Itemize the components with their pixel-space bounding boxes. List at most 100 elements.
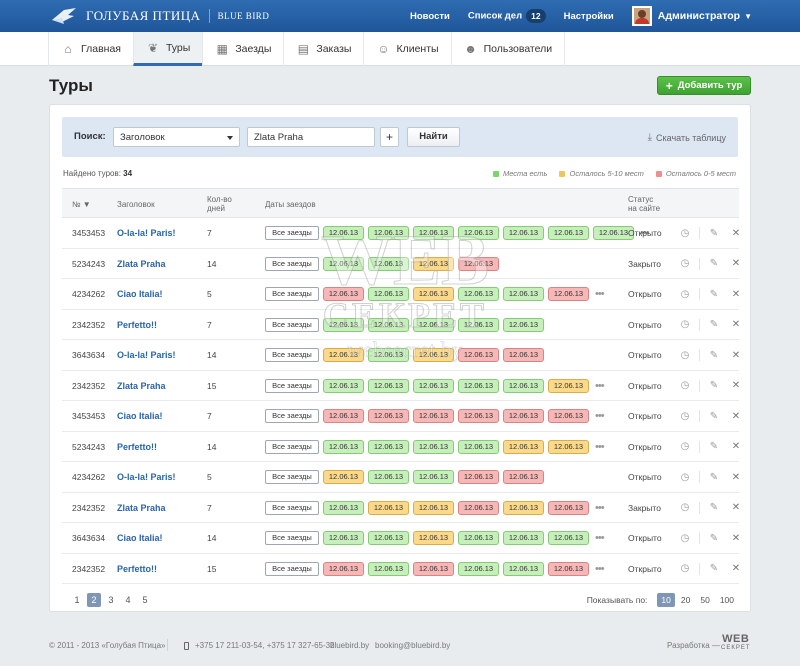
date-pill[interactable]: 12.06.13 (503, 500, 544, 515)
search-field-select[interactable]: Заголовок (113, 127, 240, 147)
more-dates-icon[interactable]: ••• (595, 440, 605, 453)
date-pill[interactable]: 12.06.13 (548, 500, 589, 515)
edit-icon[interactable]: ✎ (709, 319, 719, 330)
delete-icon[interactable]: ✕ (731, 288, 741, 300)
page-link[interactable]: 1 (74, 595, 80, 605)
date-pill[interactable]: 12.06.13 (458, 348, 499, 362)
row-title-link[interactable]: O-la-la! Paris! (117, 228, 176, 238)
date-pill[interactable]: 12.06.13 (548, 287, 589, 301)
edit-icon[interactable]: ✎ (709, 532, 719, 544)
tab-1[interactable]: ❦ Туры (132, 32, 203, 66)
all-dates-button[interactable]: Все заезды (265, 317, 319, 332)
edit-icon[interactable]: ✎ (709, 502, 719, 513)
date-pill[interactable]: 12.06.13 (323, 439, 364, 454)
more-dates-icon[interactable]: ••• (595, 379, 605, 392)
all-dates-button[interactable]: Все заезды (265, 348, 319, 362)
row-title-link[interactable]: Ciao Italia! (117, 289, 163, 299)
date-pill[interactable]: 12.06.13 (323, 561, 364, 576)
date-pill[interactable]: 12.06.13 (368, 348, 409, 362)
date-pill[interactable]: 12.06.13 (323, 317, 364, 332)
date-pill[interactable]: 12.06.13 (413, 287, 454, 301)
delete-icon[interactable]: ✕ (731, 258, 741, 269)
row-title-link[interactable]: Zlata Praha (117, 380, 166, 391)
date-pill[interactable]: 12.06.13 (413, 226, 454, 240)
delete-icon[interactable]: ✕ (731, 319, 741, 330)
date-pill[interactable]: 12.06.13 (548, 409, 589, 423)
add-filter-button[interactable]: + (380, 127, 399, 147)
clock-icon[interactable]: ◷ (680, 380, 690, 391)
date-pill[interactable]: 12.06.13 (548, 531, 589, 545)
all-dates-button[interactable]: Все заезды (265, 439, 319, 454)
date-pill[interactable]: 12.06.13 (413, 348, 454, 362)
edit-icon[interactable]: ✎ (709, 563, 719, 574)
date-pill[interactable]: 12.06.13 (413, 531, 454, 545)
date-pill[interactable]: 12.06.13 (368, 409, 409, 423)
delete-icon[interactable]: ✕ (731, 563, 741, 574)
add-tour-button[interactable]: + Добавить тур (657, 76, 751, 95)
row-title-link[interactable]: Zlata Praha (117, 502, 166, 513)
date-pill[interactable]: 12.06.13 (323, 500, 364, 515)
date-pill[interactable]: 12.06.13 (323, 409, 364, 423)
more-dates-icon[interactable]: ••• (595, 562, 605, 575)
all-dates-button[interactable]: Все заезды (265, 470, 319, 484)
more-dates-icon[interactable]: ••• (595, 532, 605, 544)
delete-icon[interactable]: ✕ (731, 349, 741, 361)
date-pill[interactable]: 12.06.13 (368, 317, 409, 332)
delete-icon[interactable]: ✕ (731, 227, 741, 239)
per-page-option[interactable]: 10 (657, 593, 675, 607)
clock-icon[interactable]: ◷ (680, 227, 690, 239)
date-pill[interactable]: 12.06.13 (593, 226, 634, 240)
edit-icon[interactable]: ✎ (709, 227, 719, 239)
page-link[interactable]: 4 (125, 595, 131, 605)
date-pill[interactable]: 12.06.13 (548, 226, 589, 240)
edit-icon[interactable]: ✎ (709, 258, 719, 269)
row-title-link[interactable]: Ciao Italia! (117, 411, 163, 421)
date-pill[interactable]: 12.06.13 (503, 378, 544, 393)
date-pill[interactable]: 12.06.13 (458, 500, 499, 515)
search-input[interactable] (247, 127, 375, 147)
all-dates-button[interactable]: Все заезды (265, 256, 319, 271)
date-pill[interactable]: 12.06.13 (458, 439, 499, 454)
row-title-link[interactable]: Perfetto!! (117, 441, 157, 452)
more-dates-icon[interactable]: ••• (595, 501, 605, 514)
date-pill[interactable]: 12.06.13 (413, 317, 454, 332)
delete-icon[interactable]: ✕ (731, 532, 741, 544)
clock-icon[interactable]: ◷ (680, 410, 690, 422)
date-pill[interactable]: 12.06.13 (368, 500, 409, 515)
per-page-option[interactable]: 50 (700, 595, 710, 605)
date-pill[interactable]: 12.06.13 (458, 409, 499, 423)
all-dates-button[interactable]: Все заезды (265, 531, 319, 545)
date-pill[interactable]: 12.06.13 (368, 256, 409, 271)
tab-3[interactable]: ▤ Заказы (283, 32, 363, 66)
date-pill[interactable]: 12.06.13 (413, 409, 454, 423)
date-pill[interactable]: 12.06.13 (323, 470, 364, 484)
all-dates-button[interactable]: Все заезды (265, 378, 319, 393)
clock-icon[interactable]: ◷ (680, 258, 690, 269)
user-menu[interactable]: Администратор ▼ (631, 6, 752, 26)
delete-icon[interactable]: ✕ (731, 380, 741, 391)
edit-icon[interactable]: ✎ (709, 471, 719, 483)
clock-icon[interactable]: ◷ (680, 502, 690, 513)
edit-icon[interactable]: ✎ (709, 410, 719, 422)
find-button[interactable]: Найти (407, 127, 460, 147)
date-pill[interactable]: 12.06.13 (503, 470, 544, 484)
footer-site-link[interactable]: bluebird.by (330, 641, 370, 650)
date-pill[interactable]: 12.06.13 (368, 226, 409, 240)
date-pill[interactable]: 12.06.13 (323, 378, 364, 393)
date-pill[interactable]: 12.06.13 (413, 256, 454, 271)
edit-icon[interactable]: ✎ (709, 380, 719, 391)
date-pill[interactable]: 12.06.13 (368, 531, 409, 545)
all-dates-button[interactable]: Все заезды (265, 409, 319, 423)
date-pill[interactable]: 12.06.13 (458, 287, 499, 301)
date-pill[interactable]: 12.06.13 (503, 287, 544, 301)
more-dates-icon[interactable]: ••• (595, 410, 605, 422)
more-dates-icon[interactable]: ••• (640, 227, 650, 239)
date-pill[interactable]: 12.06.13 (458, 470, 499, 484)
tab-5[interactable]: ☻ Пользователи (450, 32, 566, 66)
all-dates-button[interactable]: Все заезды (265, 561, 319, 576)
date-pill[interactable]: 12.06.13 (323, 226, 364, 240)
developer-logo[interactable]: WEB СЕКРЕТ (721, 634, 751, 653)
date-pill[interactable]: 12.06.13 (368, 378, 409, 393)
date-pill[interactable]: 12.06.13 (413, 561, 454, 576)
clock-icon[interactable]: ◷ (680, 441, 690, 452)
